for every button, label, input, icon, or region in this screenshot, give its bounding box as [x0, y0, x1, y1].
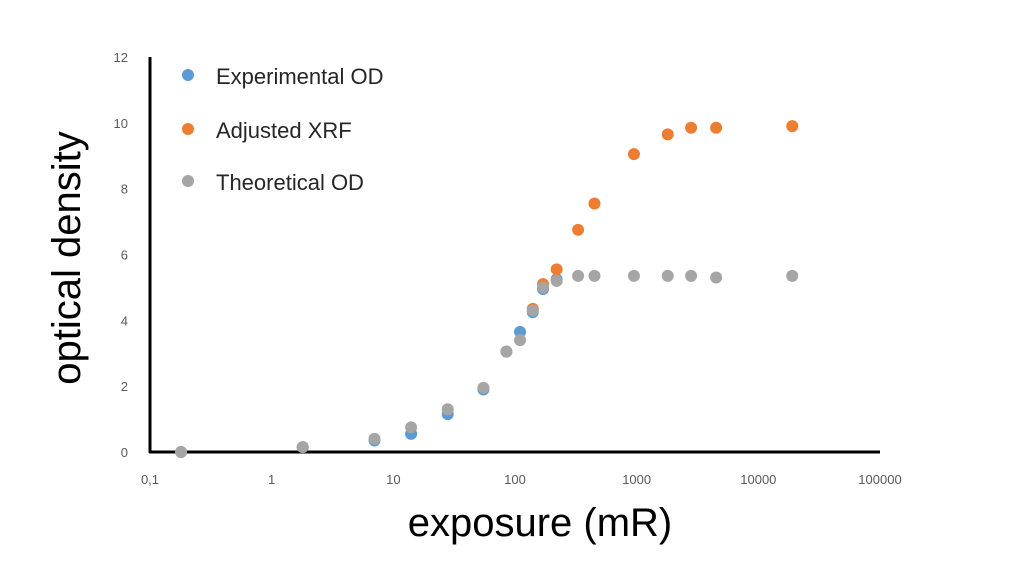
data-point-adjusted-xrf: [661, 128, 674, 141]
x-tick-label: 0,1: [141, 472, 159, 487]
legend-entry-theoretical-od: Theoretical OD: [182, 170, 364, 195]
axes: [148, 57, 880, 454]
data-point-theoretical-od: [786, 269, 799, 282]
data-point-theoretical-od: [588, 269, 601, 282]
x-tick-label: 1000: [622, 472, 651, 487]
y-tick-labels: 0 2 4 6 8 10 12: [114, 50, 128, 460]
x-tick-label: 100: [504, 472, 526, 487]
data-point-theoretical-od: [572, 269, 585, 282]
legend-label: Adjusted XRF: [216, 118, 352, 143]
data-point-theoretical-od: [368, 432, 381, 445]
x-tick-label: 1: [268, 472, 275, 487]
y-tick-label: 12: [114, 50, 128, 65]
legend-marker: [182, 69, 194, 81]
data-point-theoretical-od: [526, 304, 539, 317]
data-point-adjusted-xrf: [588, 197, 601, 210]
y-axis-title: optical density: [45, 131, 89, 384]
x-tick-label: 10000: [740, 472, 776, 487]
data-point-theoretical-od: [514, 334, 527, 347]
x-tick-labels: 0,1 1 10 100 1000 10000 100000: [141, 472, 902, 487]
data-point-theoretical-od: [296, 441, 309, 454]
data-point-theoretical-od: [661, 269, 674, 282]
data-point-adjusted-xrf: [572, 223, 585, 236]
legend-marker: [182, 123, 194, 135]
x-tick-label: 10: [386, 472, 400, 487]
data-point-experimental-od: [514, 325, 527, 338]
data-point-theoretical-od: [441, 403, 454, 416]
legend-marker: [182, 175, 194, 187]
data-points: [175, 120, 799, 458]
y-tick-label: 2: [121, 379, 128, 394]
legend-entry-experimental-od: Experimental OD: [182, 64, 384, 89]
y-tick-label: 0: [121, 445, 128, 460]
data-point-theoretical-od: [550, 274, 563, 287]
data-point-adjusted-xrf: [627, 148, 640, 161]
legend: Experimental OD Adjusted XRF Theoretical O…: [182, 64, 384, 195]
data-point-theoretical-od: [627, 269, 640, 282]
y-tick-label: 6: [121, 248, 128, 263]
x-axis-title: exposure (mR): [408, 501, 673, 545]
data-point-theoretical-od: [685, 269, 698, 282]
y-tick-label: 10: [114, 116, 128, 131]
data-point-adjusted-xrf: [685, 121, 698, 134]
data-point-adjusted-xrf: [550, 263, 563, 276]
data-point-theoretical-od: [710, 271, 723, 284]
data-point-theoretical-od: [500, 345, 513, 358]
legend-entry-adjusted-xrf: Adjusted XRF: [182, 118, 352, 143]
x-tick-label: 100000: [858, 472, 901, 487]
data-point-adjusted-xrf: [786, 120, 799, 133]
y-tick-label: 8: [121, 182, 128, 197]
data-point-adjusted-xrf: [710, 121, 723, 134]
data-point-theoretical-od: [477, 381, 490, 394]
data-point-theoretical-od: [175, 446, 188, 458]
legend-label: Experimental OD: [216, 64, 384, 89]
data-point-theoretical-od: [537, 281, 550, 294]
legend-label: Theoretical OD: [216, 170, 364, 195]
y-tick-label: 4: [121, 313, 128, 328]
data-point-theoretical-od: [405, 421, 418, 434]
